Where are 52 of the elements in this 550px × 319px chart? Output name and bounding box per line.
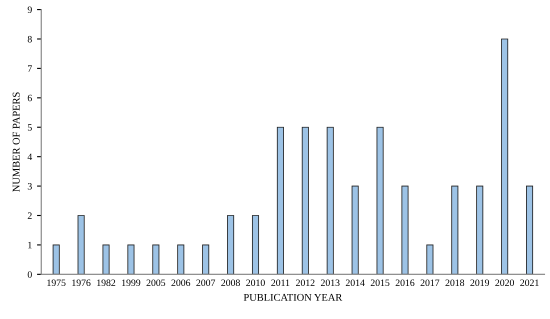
x-tick-label: 2010 (246, 279, 265, 286)
bar (127, 244, 134, 274)
bar (177, 244, 184, 274)
y-tick-label: 7 (28, 65, 32, 72)
bar (376, 126, 384, 274)
x-tick-label: 2011 (271, 279, 290, 286)
bar (276, 126, 284, 274)
x-tick-label: 2006 (171, 279, 190, 286)
y-tick-label: 1 (28, 242, 32, 248)
bar (501, 38, 508, 274)
x-tick-label: 2021 (520, 279, 539, 286)
x-tick-label: 2014 (346, 279, 365, 286)
x-tick-label: 2012 (296, 279, 315, 286)
bar (326, 126, 334, 274)
bar (401, 186, 409, 274)
x-tick-label: 2013 (320, 279, 340, 286)
bar (426, 244, 434, 274)
x-tick-label: 2019 (470, 279, 490, 286)
x-tick-label: 2016 (396, 279, 414, 286)
bar (227, 215, 234, 274)
x-tick-label: 2015 (370, 279, 390, 286)
bar (476, 186, 484, 274)
x-tick-label: 1982 (97, 279, 116, 286)
x-tick-label: 2008 (221, 279, 240, 286)
bar (78, 215, 85, 274)
x-tick-label: 2005 (146, 279, 166, 286)
y-tick-label: 0 (28, 271, 32, 278)
x-tick-label: 1976 (72, 280, 91, 286)
y-tick-label: 2 (28, 212, 32, 219)
bar (152, 244, 160, 274)
bar (451, 186, 458, 274)
x-tick-label: 2007 (196, 279, 216, 286)
x-tick-label: 2017 (420, 279, 440, 286)
x-tick-label: 2018 (446, 279, 464, 286)
x-axis-title: PUBLICATION YEAR (244, 294, 342, 301)
y-tick-label: 8 (28, 36, 32, 42)
y-tick-label: 5 (28, 124, 32, 131)
bar (102, 244, 110, 274)
x-tick-label: 2020 (495, 279, 514, 286)
x-tick-label: 1975 (47, 280, 66, 286)
bar (352, 186, 359, 274)
y-tick-label: 6 (28, 94, 32, 102)
x-tick-label: 1999 (122, 280, 140, 286)
y-axis-title: NUMBER OF PAPERS (12, 92, 20, 192)
bar (252, 215, 260, 274)
bar (302, 126, 309, 274)
y-tick-label: 4 (28, 154, 32, 160)
bar (202, 244, 210, 274)
bar (526, 186, 534, 274)
bar (52, 244, 60, 274)
y-tick-label: 9 (28, 6, 32, 14)
y-tick-label: 3 (28, 183, 32, 190)
